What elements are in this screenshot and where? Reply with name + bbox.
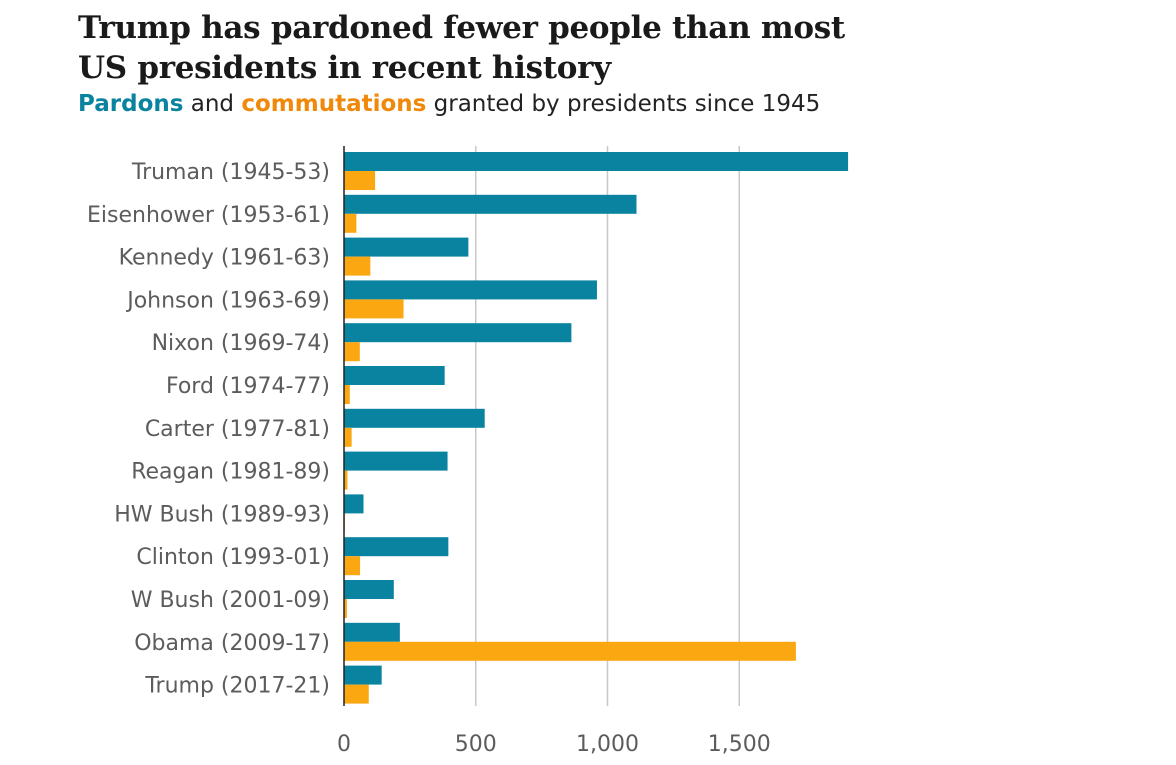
x-tick-label: 0 [337, 732, 351, 757]
pardons-bar [344, 665, 382, 685]
commutations-bar [344, 385, 350, 404]
category-label: Reagan (1981-89) [131, 460, 330, 485]
pardons-bar [344, 152, 849, 171]
category-label: HW Bush (1989-93) [114, 502, 330, 527]
commutations-bar [344, 213, 357, 233]
category-label: Nixon (1969-74) [152, 331, 330, 356]
pardons-bar [344, 323, 572, 343]
subtitle-commutations-key: commutations [241, 91, 427, 117]
category-label: Trump (2017-21) [144, 674, 330, 699]
commutations-bar [344, 556, 361, 576]
category-label: Eisenhower (1953-61) [87, 203, 330, 228]
category-label: Truman (1945-53) [131, 160, 330, 185]
subtitle-and: and [183, 91, 242, 117]
pardons-bar [344, 494, 364, 514]
category-label: W Bush (2001-09) [131, 588, 330, 613]
category-label: Johnson (1963-69) [125, 288, 330, 313]
category-label: Clinton (1993-01) [136, 545, 330, 570]
pardons-bar [344, 622, 400, 642]
chart-subtitle: Pardons and commutations granted by pres… [78, 88, 820, 120]
category-label: Kennedy (1961-63) [119, 246, 330, 271]
commutations-bar [344, 599, 347, 618]
pardons-bar [344, 237, 469, 257]
commutations-bar [344, 641, 796, 661]
chart-title: Trump has pardoned fewer people than mos… [78, 8, 1078, 88]
chart-title-line-1: Trump has pardoned fewer people than mos… [78, 10, 845, 46]
commutations-bar [344, 684, 369, 704]
commutations-bar [344, 470, 348, 490]
x-tick-label: 500 [455, 732, 497, 757]
pardons-bar [344, 366, 445, 385]
subtitle-pardons-key: Pardons [78, 91, 184, 117]
commutations-bar [344, 299, 404, 319]
x-tick-label: 1,500 [708, 732, 771, 757]
category-label: Carter (1977-81) [145, 417, 330, 442]
commutations-bar [344, 171, 376, 190]
pardons-bar [344, 451, 448, 471]
pardons-bar [344, 280, 597, 300]
subtitle-rest: granted by presidents since 1945 [426, 91, 821, 117]
x-tick-label: 1,000 [576, 732, 639, 757]
pardons-bar [344, 537, 449, 557]
chart-title-line-2: US presidents in recent history [78, 50, 611, 86]
category-label: Ford (1974-77) [166, 374, 330, 399]
pardons-bar [344, 580, 394, 599]
commutations-bar [344, 342, 360, 362]
pardons-bar [344, 194, 637, 214]
category-label: Obama (2009-17) [134, 631, 330, 656]
pardons-bar [344, 408, 485, 428]
commutations-bar [344, 427, 352, 447]
commutations-bar [344, 256, 371, 276]
